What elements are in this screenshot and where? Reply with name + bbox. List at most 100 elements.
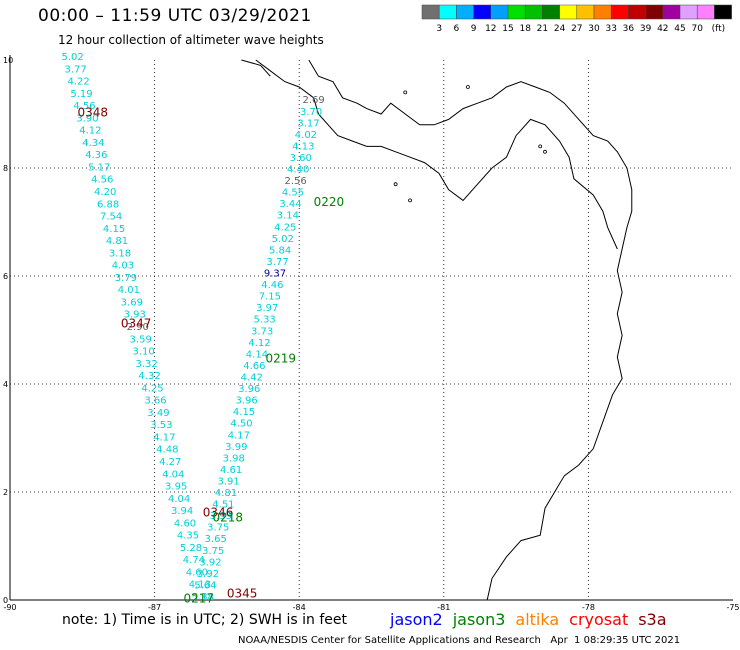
swh-value: 9.37 [264,269,286,280]
colorbar-swatch [473,4,492,20]
map-subtitle: 12 hour collection of altimeter wave hei… [58,33,324,47]
swh-value: 3.66 [144,396,166,407]
pass-label: 0347 [121,316,152,330]
swh-value: 3.60 [290,153,312,164]
altimeter-tracks: 5.023.774.225.194.563.904.124.344.365.17… [62,52,325,603]
swh-value: 4.56 [73,101,95,112]
swh-value: 4.25 [274,222,296,233]
colorbar-label: 36 [623,24,635,34]
swh-value: 5.64 [194,580,216,591]
y-tick-label: 0 [3,596,8,605]
swh-value: 4.25 [141,383,163,394]
colorbar-swatch [645,4,664,20]
legend-altika: altika [515,610,560,629]
swh-value: 4.66 [243,361,265,372]
island [408,198,412,203]
swh-value: 4.81 [215,488,237,499]
swh-value: 4.51 [212,500,234,511]
x-tick-label: -75 [726,603,739,612]
swh-value: 4.35 [177,531,199,542]
lat-lon-grid: -90 -87 -84 -81 -78 -75 0 2 4 6 8 10 [3,55,740,612]
swh-value: 5.33 [254,315,276,326]
note-text: note: 1) Time is in UTC; 2) SWH is in fe… [62,612,348,628]
y-tick-label: 4 [3,380,8,389]
swh-value: 4.60 [174,518,196,529]
island [543,149,547,154]
colorbar-label: 12 [485,24,496,34]
swh-value: 4.15 [103,224,125,235]
swh-value: 3.75 [207,523,229,534]
colorbar-label: 6 [454,24,460,34]
swh-value: 3.92 [199,557,221,568]
swh-value: 5.12 [192,592,214,603]
legend-s3a: s3a [638,610,667,629]
pass-label: 0220 [314,195,345,209]
legend-cryosat: cryosat [569,610,629,629]
colorbar-swatch [507,4,526,20]
pass-label: 0217 [184,592,215,606]
pass-label: 0218 [212,511,243,525]
swh-value: 4.12 [79,126,101,137]
swh-value: 7.54 [100,212,122,223]
y-tick-label: 10 [3,56,13,65]
coastline-segment [241,59,271,77]
swh-value: 5.02 [272,234,294,245]
swh-value: 4.48 [156,445,178,456]
y-tick-label: 6 [3,272,8,281]
colorbar-swatch [696,4,715,20]
swh-value: 4.36 [85,150,107,161]
swh-value: 4.42 [241,372,263,383]
swh-value: 4.17 [153,432,175,443]
swh-value: 3.92 [197,569,219,580]
island [465,85,470,89]
colorbar-swatch [714,4,732,20]
swh-value: 3.97 [256,303,278,314]
y-tick-label: 2 [3,488,8,497]
swh-value: 2.56 [284,176,306,187]
colorbar-label: 15 [502,24,513,34]
swh-value: 4.27 [159,457,181,468]
x-tick-label: -87 [148,603,161,612]
swh-value: 3.10 [133,347,155,358]
map-title: 00:00 – 11:59 UTC 03/29/2021 [38,6,312,26]
swh-value: 4.14 [246,349,268,360]
swh-value: 3.91 [217,476,239,487]
swh-value: 7.15 [259,292,281,303]
swh-value: 3.44 [279,199,301,210]
swh-value: 4.04 [162,469,184,480]
swh-value: 3.14 [277,211,299,222]
swh-value: 3.93 [210,511,232,522]
swh-value: 3.77 [64,64,86,75]
swh-value: 4.13 [292,141,314,152]
swh-value: 3.98 [223,453,245,464]
coastline-segment [308,59,633,601]
swh-value: 5.84 [269,245,291,256]
swh-value: 4.04 [168,494,190,505]
swh-value: 4.55 [282,188,304,199]
island [538,144,543,149]
swh-value: 5.28 [180,543,202,554]
swh-value: 4.02 [295,130,317,141]
colorbar-label: 27 [571,24,582,34]
swh-value: 4.17 [228,430,250,441]
colorbar-swatch [610,4,629,20]
swh-value: 3.95 [165,482,187,493]
colorbar-swatch [490,4,509,20]
swh-value: 6.88 [97,199,119,210]
swh-value: 2.90 [127,322,149,333]
swh-value: 4.12 [248,338,270,349]
colorbar-swatch [679,4,698,20]
colorbar-label: 45 [674,24,685,34]
swh-value: 3.93 [124,310,146,321]
swh-value: 3.99 [225,442,247,453]
swh-value: 4.61 [220,465,242,476]
swh-value: 3.73 [251,326,273,337]
pass-label: 0348 [77,106,108,120]
colorbar-label: 21 [537,24,548,34]
colorbar-swatch [542,4,560,20]
swh-value: 3.65 [205,534,227,545]
swh-value: 3.79 [115,273,137,284]
swh-value: 4.22 [67,77,89,88]
x-tick-label: -84 [293,603,306,612]
colorbar-swatch [421,4,440,20]
